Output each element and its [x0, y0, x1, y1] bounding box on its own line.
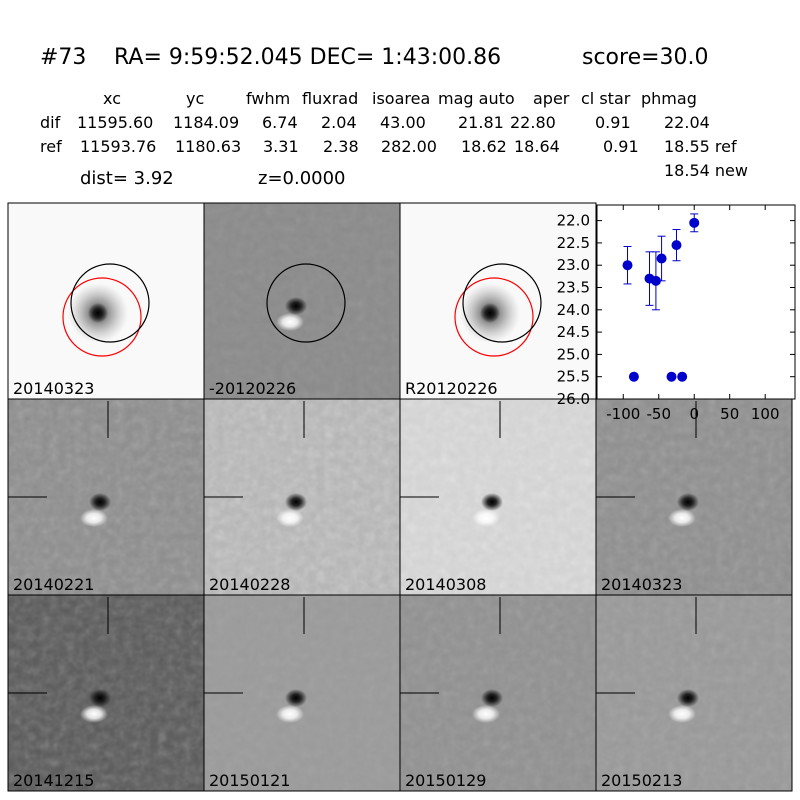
- table-cell: 2.38: [323, 137, 359, 156]
- point: [628, 371, 639, 382]
- table-cell: 282.00: [381, 137, 437, 156]
- light-curve: 22.0 22.5 23.0 23.5 24.0 24.5 25.0 25.5 26.0 -100…: [557, 204, 796, 423]
- score: score=30.0: [582, 45, 709, 70]
- y-tick-label: 23.5: [557, 279, 590, 297]
- point: [666, 371, 677, 382]
- table-cell: 0.91: [595, 113, 631, 132]
- panel-label: R20120226: [405, 379, 498, 398]
- residual-positive: [472, 509, 500, 527]
- y-tick-label: 22.5: [557, 234, 590, 252]
- panel-label: 20140308: [405, 575, 486, 594]
- source: [88, 303, 108, 323]
- residual-positive: [276, 509, 304, 527]
- aperture-ref: [454, 277, 534, 357]
- panel-label: 20140323: [13, 379, 94, 398]
- y-tick-label: 24.5: [557, 323, 590, 341]
- column-header: aper: [533, 89, 570, 108]
- table-cell: 18.62: [461, 137, 507, 156]
- table-cell: 6.74: [262, 113, 298, 132]
- residual-positive: [80, 705, 108, 723]
- column-header: cl star: [581, 89, 631, 108]
- panel-label: 20140221: [13, 575, 94, 594]
- column-header: fluxrad: [302, 89, 358, 108]
- residual-positive: [668, 705, 696, 723]
- x-tick-label: 100: [751, 405, 780, 423]
- table-cell: 21.81: [458, 113, 504, 132]
- row-label: dif: [40, 113, 61, 132]
- panel-label: 20150129: [405, 771, 486, 790]
- residual-negative: [285, 493, 307, 511]
- x-tick-label: 0: [689, 405, 699, 423]
- x-tick-label: -100: [606, 405, 640, 423]
- aperture: [462, 263, 542, 343]
- table-cell: 1184.09: [173, 113, 239, 132]
- table-cell: 11595.60: [77, 113, 153, 132]
- residual-negative: [285, 297, 307, 315]
- column-header: phmag: [641, 89, 697, 108]
- column-header: fwhm: [246, 89, 290, 108]
- residual-negative: [481, 689, 503, 707]
- table-cell: 18.64: [514, 137, 560, 156]
- table-cell: 22.04: [664, 113, 710, 132]
- panel-label: 20140228: [209, 575, 290, 594]
- panel-frame: [595, 594, 793, 792]
- panels: 20140323 -20120226 R20120226 20140221 201402…: [7, 202, 793, 792]
- point: [671, 240, 682, 251]
- y-tick-label: 25.5: [557, 368, 590, 386]
- residual-negative: [481, 493, 503, 511]
- table-cell: 1180.63: [175, 137, 241, 156]
- residual-positive: [668, 509, 696, 527]
- coordinates: RA= 9:59:52.045 DEC= 1:43:00.86: [114, 45, 501, 70]
- source: [480, 303, 500, 323]
- residual-negative: [89, 493, 111, 511]
- y-tick-label: 24.0: [557, 301, 590, 319]
- x-tick-label: 50: [720, 405, 739, 423]
- table-cell: 0.91: [603, 137, 639, 156]
- residual-positive: [276, 313, 304, 331]
- residual-negative: [89, 689, 111, 707]
- residual-positive: [276, 705, 304, 723]
- x-tick-label: -50: [646, 405, 671, 423]
- table-cell: 2.04: [321, 113, 357, 132]
- aperture: [70, 263, 150, 343]
- residual-positive: [472, 705, 500, 723]
- point: [689, 217, 700, 228]
- table-cell: 18.55 ref: [664, 137, 737, 156]
- residual-negative: [677, 689, 699, 707]
- column-header: mag auto: [438, 89, 515, 108]
- column-header: yc: [186, 89, 204, 108]
- table-cell: 43.00: [380, 113, 426, 132]
- distance: dist= 3.92: [80, 168, 174, 189]
- aperture-ref: [62, 277, 142, 357]
- residual-negative: [677, 493, 699, 511]
- y-tick-label: 22.0: [557, 212, 590, 230]
- panel-label: 20150213: [601, 771, 682, 790]
- phmag-new: 18.54 new: [664, 161, 748, 180]
- aperture: [266, 263, 346, 343]
- column-header: xc: [103, 89, 121, 108]
- row-label: ref: [40, 137, 62, 156]
- table-cell: 11593.76: [80, 137, 156, 156]
- point: [677, 371, 688, 382]
- residual-positive: [80, 509, 108, 527]
- object-id: #73: [40, 45, 86, 70]
- y-tick-label: 25.0: [557, 345, 590, 363]
- plot-area: [596, 204, 796, 400]
- y-tick-label: 23.0: [557, 256, 590, 274]
- residual-negative: [285, 689, 307, 707]
- point: [622, 260, 633, 271]
- panel-label: -20120226: [209, 379, 296, 398]
- y-tick-label: 26.0: [557, 390, 590, 408]
- point: [656, 253, 667, 264]
- panel-label: 20150121: [209, 771, 290, 790]
- panel-label: 20141215: [13, 771, 94, 790]
- table-cell: 3.31: [263, 137, 299, 156]
- column-header: isoarea: [372, 89, 430, 108]
- panel-label: 20140323: [601, 575, 682, 594]
- redshift: z=0.0000: [258, 168, 346, 189]
- table-cell: 22.80: [510, 113, 556, 132]
